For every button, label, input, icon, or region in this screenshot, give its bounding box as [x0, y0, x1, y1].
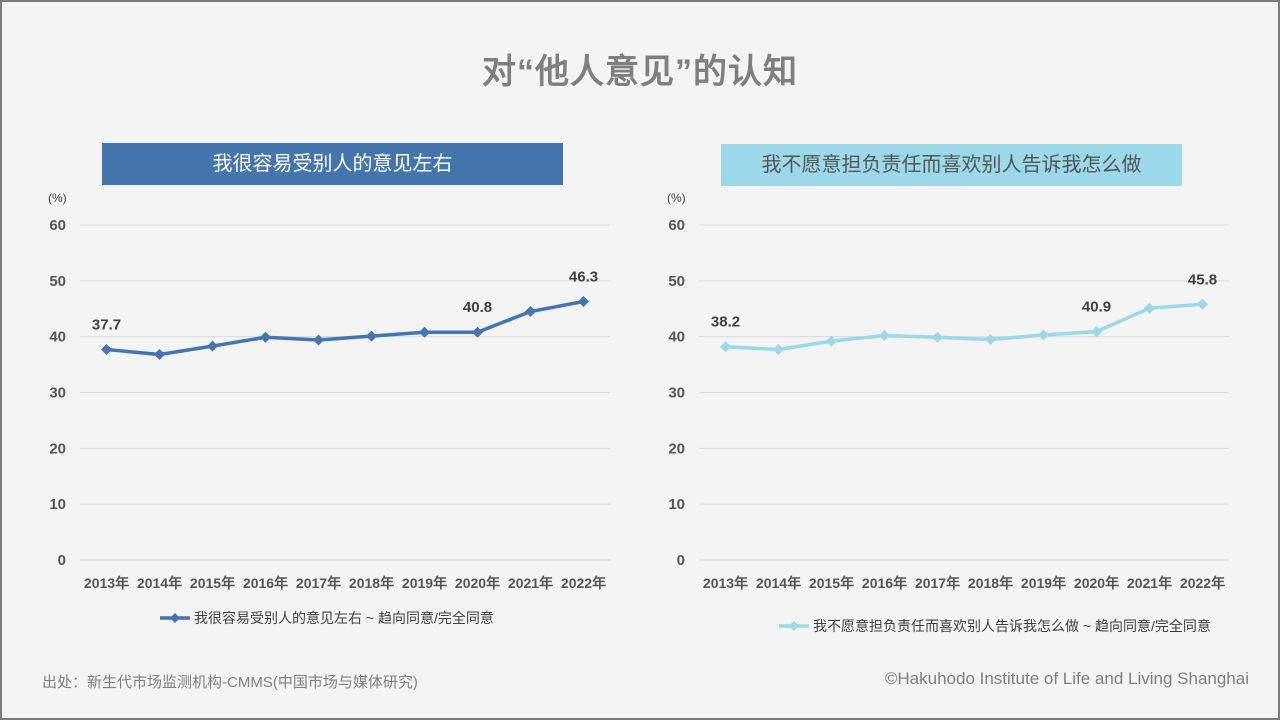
right-chart-series-line: [725, 302, 1203, 352]
left-chart-x-tick-label: 2013年: [84, 575, 129, 591]
right-chart-x-tick-label: 2022年: [1180, 575, 1225, 591]
left-chart-x-tick-label: 2014年: [137, 575, 182, 591]
left-chart-y-tick-label: 20: [49, 440, 66, 457]
right-chart-x-tick-label: 2016年: [862, 575, 907, 591]
right-chart-x-tick-label: 2017年: [915, 575, 960, 591]
right-chart-legend-label: 我不愿意担负责任而喜欢别人告诉我怎么做 ~ 趋向同意/完全同意: [813, 618, 1211, 634]
right-chart-data-point: [1091, 326, 1102, 338]
left-chart-x-tick-label: 2022年: [561, 575, 606, 591]
right-chart-y-tick-label: 10: [668, 496, 685, 513]
left-chart-y-tick-label: 50: [49, 273, 66, 290]
left-chart-data-point: [313, 334, 324, 346]
left-chart-y-tick-label: 40: [49, 329, 66, 346]
left-chart-data-point: [154, 349, 165, 361]
right-chart-x-tick-label: 2018年: [968, 575, 1013, 591]
right-chart-data-point: [1038, 329, 1049, 341]
right-chart-data-point: [720, 341, 731, 353]
right-chart-data-point: [773, 344, 784, 356]
copyright-note: ©Hakuhodo Institute of Life and Living S…: [884, 669, 1249, 688]
left-chart-y-tick-label: 10: [49, 496, 66, 513]
right-line-chart: (%) 0 10 20 30 40 50 60 2013年 2014年 2015年 2016年 2017…: [667, 191, 1229, 634]
right-chart-x-tick-label: 2020年: [1074, 575, 1119, 591]
left-chart-y-tick-label: 30: [49, 385, 66, 402]
left-chart-data-point: [260, 331, 271, 343]
right-chart-y-tick-label: 60: [668, 217, 685, 234]
right-chart-data-label: 38.2: [711, 314, 740, 331]
left-chart-x-tick-label: 2017年: [296, 575, 341, 591]
right-chart-y-tick-label: 40: [668, 329, 685, 346]
left-chart-banner: 我很容易受别人的意见左右: [102, 143, 563, 185]
left-chart-data-label: 37.7: [92, 317, 121, 334]
left-chart-series-line: [106, 299, 584, 357]
left-chart-data-point: [366, 330, 377, 342]
left-chart-data-label: 40.8: [463, 299, 492, 316]
left-chart-legend-label: 我很容易受别人的意见左右 ~ 趋向同意/完全同意: [194, 610, 494, 626]
left-chart-x-tick-label: 2018年: [349, 575, 394, 591]
left-chart-data-point: [578, 295, 589, 307]
right-chart-data-label: 40.9: [1082, 299, 1111, 316]
right-chart-data-point: [879, 330, 890, 342]
left-chart-data-point: [419, 326, 430, 338]
right-chart-y-tick-label: 50: [668, 273, 685, 290]
left-chart-data-point: [525, 306, 536, 318]
source-note: 出处：新生代市场监测机构-CMMS(中国市场与媒体研究): [42, 674, 418, 691]
left-chart-data-label: 46.3: [569, 268, 598, 285]
left-chart-legend-marker: [170, 613, 180, 623]
right-chart-y-tick-label: 20: [668, 440, 685, 457]
right-chart-unit-label: (%): [667, 191, 686, 205]
right-chart-legend-marker: [789, 621, 799, 631]
left-chart-data-point: [207, 340, 218, 352]
left-chart-y-tick-label: 0: [58, 552, 66, 569]
left-chart-x-tick-label: 2021年: [508, 575, 553, 591]
right-chart-x-tick-label: 2019年: [1021, 575, 1066, 591]
left-chart-x-tick-label: 2020年: [455, 575, 500, 591]
right-chart-data-point: [985, 333, 996, 345]
right-chart-x-tick-label: 2013年: [703, 575, 748, 591]
right-chart-data-point: [826, 335, 837, 347]
right-chart-x-tick-label: 2014年: [756, 575, 801, 591]
left-chart-unit-label: (%): [48, 191, 67, 205]
right-chart-y-tick-label: 0: [677, 552, 685, 569]
right-chart-x-tick-label: 2015年: [809, 575, 854, 591]
left-chart-data-point: [472, 326, 483, 338]
page-title: 对“他人意见”的认知: [482, 53, 798, 91]
left-chart-x-tick-label: 2019年: [402, 575, 447, 591]
right-chart-data-point: [932, 331, 943, 343]
left-chart-x-tick-label: 2015年: [190, 575, 235, 591]
right-chart-data-point: [1197, 298, 1208, 310]
left-line-chart: (%) 0 10 20 30 40 50 60 2013年 2014年 2015年 2016年 2017…: [48, 191, 610, 626]
right-chart-banner: 我不愿意担负责任而喜欢别人告诉我怎么做: [721, 144, 1182, 186]
left-chart-y-tick-label: 60: [49, 217, 66, 234]
right-chart-x-tick-label: 2021年: [1127, 575, 1172, 591]
right-chart-data-point: [1144, 302, 1155, 314]
left-chart-x-tick-label: 2016年: [243, 575, 288, 591]
right-chart-data-label: 45.8: [1188, 271, 1217, 288]
right-chart-y-tick-label: 30: [668, 385, 685, 402]
left-chart-data-point: [101, 344, 112, 356]
